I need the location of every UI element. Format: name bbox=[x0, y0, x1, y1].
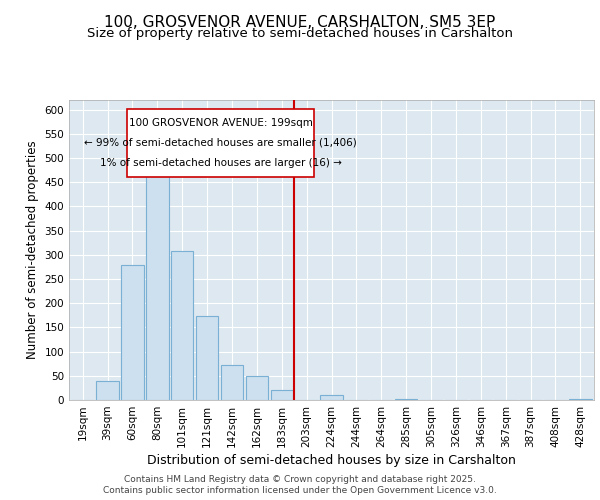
Bar bbox=[171, 251, 193, 400]
Text: Contains public sector information licensed under the Open Government Licence v3: Contains public sector information licen… bbox=[103, 486, 497, 495]
Text: Size of property relative to semi-detached houses in Carshalton: Size of property relative to semi-detach… bbox=[87, 28, 513, 40]
Text: 1% of semi-detached houses are larger (16) →: 1% of semi-detached houses are larger (1… bbox=[100, 158, 342, 168]
Bar bbox=[221, 364, 243, 400]
Bar bbox=[146, 170, 169, 400]
Text: Contains HM Land Registry data © Crown copyright and database right 2025.: Contains HM Land Registry data © Crown c… bbox=[124, 475, 476, 484]
X-axis label: Distribution of semi-detached houses by size in Carshalton: Distribution of semi-detached houses by … bbox=[147, 454, 516, 467]
Text: ← 99% of semi-detached houses are smaller (1,406): ← 99% of semi-detached houses are smalle… bbox=[85, 138, 357, 148]
FancyBboxPatch shape bbox=[127, 109, 314, 176]
Bar bbox=[121, 266, 143, 400]
Bar bbox=[245, 376, 268, 400]
Bar bbox=[196, 316, 218, 400]
Bar bbox=[271, 390, 293, 400]
Bar bbox=[320, 394, 343, 400]
Y-axis label: Number of semi-detached properties: Number of semi-detached properties bbox=[26, 140, 39, 360]
Text: 100, GROSVENOR AVENUE, CARSHALTON, SM5 3EP: 100, GROSVENOR AVENUE, CARSHALTON, SM5 3… bbox=[104, 15, 496, 30]
Bar bbox=[395, 399, 418, 400]
Bar bbox=[97, 380, 119, 400]
Text: 100 GROSVENOR AVENUE: 199sqm: 100 GROSVENOR AVENUE: 199sqm bbox=[129, 118, 313, 128]
Bar bbox=[569, 399, 592, 400]
